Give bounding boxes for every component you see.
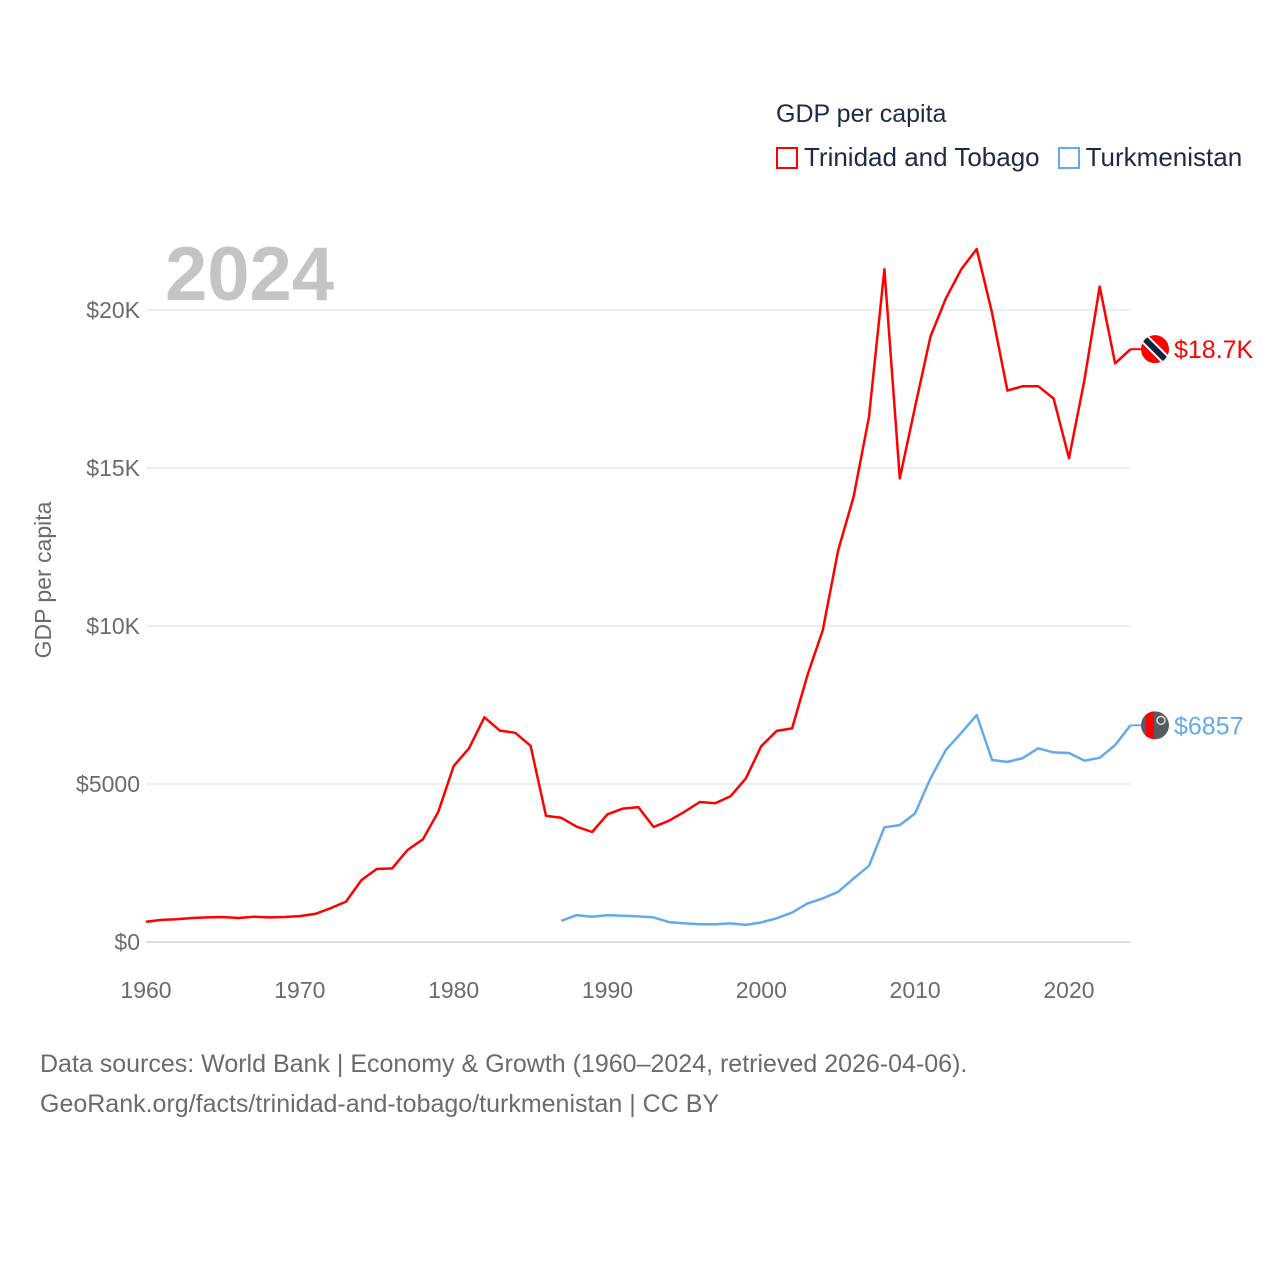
series-line-turkmenistan: [560, 713, 1132, 927]
legend-swatch-blue: [1057, 146, 1080, 169]
legend-swatch-red: [776, 146, 798, 169]
legend-item-trinidad-and-tobago[interactable]: Trinidad and Tobago: [776, 142, 1040, 173]
y-tick-label: $10K: [86, 613, 140, 639]
y-tick-label: $5000: [76, 771, 140, 797]
x-tick-label: 1960: [120, 977, 171, 1003]
x-tick-label: 2020: [1043, 977, 1094, 1003]
y-tick-label: $0: [114, 929, 140, 955]
legend-label: Trinidad and Tobago: [804, 142, 1040, 172]
x-tick-label: 1990: [582, 977, 633, 1003]
legend-item-turkmenistan[interactable]: Turkmenistan: [1057, 142, 1243, 173]
series-line-trinidad-and-tobago: [145, 247, 1132, 924]
footer: Data sources: World Bank | Economy & Gro…: [40, 1044, 967, 1124]
x-tick-label: 2010: [890, 977, 941, 1003]
y-tick-label: $20K: [86, 297, 140, 323]
end-value-label: $6857: [1174, 712, 1244, 740]
legend-label: Turkmenistan: [1085, 142, 1243, 172]
x-tick-label: 1970: [274, 977, 325, 1003]
source-link[interactable]: GeoRank.org/facts/trinidad-and-tobago/tu…: [40, 1090, 720, 1118]
y-tick-label: $15K: [86, 455, 140, 481]
x-tick-label: 1980: [428, 977, 479, 1003]
end-value-label: $18.7K: [1174, 336, 1254, 364]
turkmenistan-flag-icon: [1141, 711, 1169, 740]
x-tick-label: 2000: [736, 977, 787, 1003]
legend: Trinidad and Tobago Turkmenistan: [776, 142, 1242, 173]
data-sources-text: Data sources: World Bank | Economy & Gro…: [40, 1050, 968, 1078]
legend-title: GDP per capita: [776, 100, 947, 128]
year-title: 2024: [165, 232, 334, 317]
trinidad-flag-icon: [1141, 335, 1169, 364]
y-axis-title: GDP per capita: [30, 501, 56, 658]
